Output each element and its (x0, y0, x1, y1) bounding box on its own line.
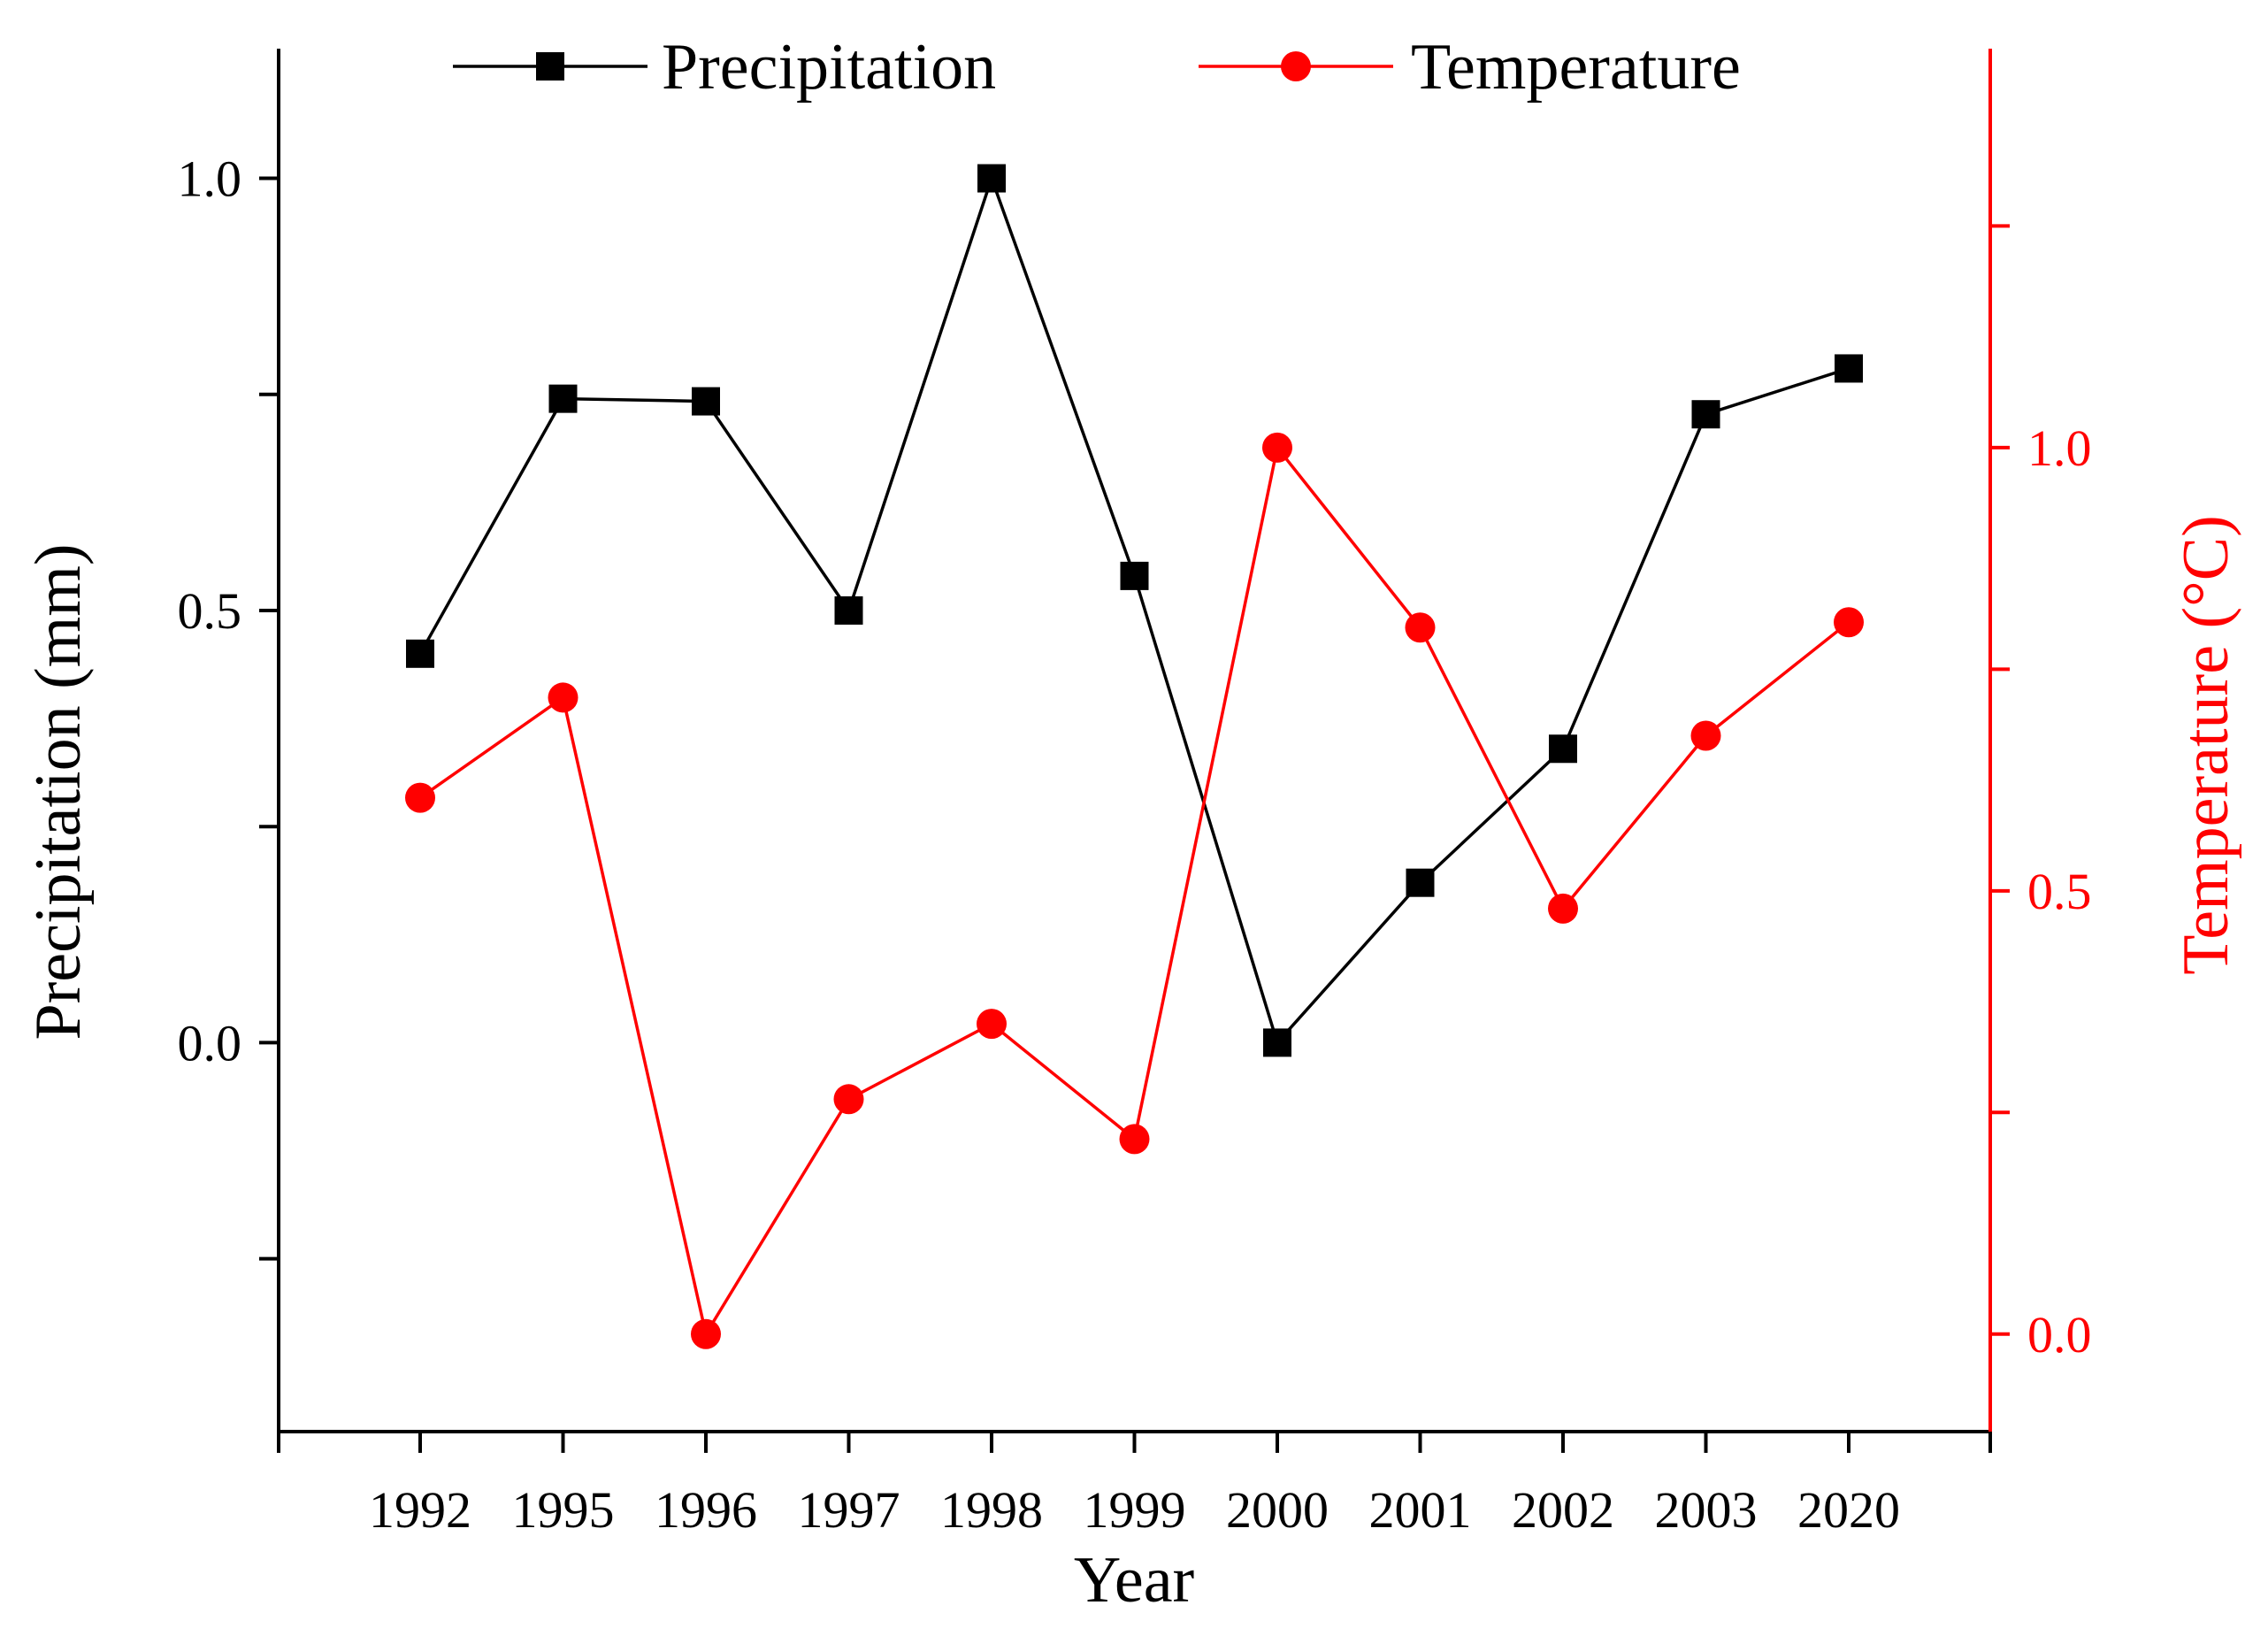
x-axis-tick-label: 1997 (798, 1481, 900, 1539)
legend-temperature-label: Temperature (1411, 31, 1741, 104)
temperature-point (1405, 612, 1436, 643)
legend-temperature-marker (1281, 51, 1311, 81)
x-axis-tick-label: 1995 (512, 1481, 615, 1539)
x-axis-tick-label: 2002 (1512, 1481, 1614, 1539)
right-axis-tick-label: 0.0 (2027, 1306, 2092, 1363)
precipitation-point (1549, 734, 1577, 764)
legend: Precipitation Temperature (453, 31, 1741, 104)
precipitation-point (1120, 561, 1149, 590)
x-axis-tick-label: 1996 (655, 1481, 757, 1539)
precipitation-point (977, 164, 1006, 193)
left-axis-title: Precipitation (mm) (22, 543, 95, 1040)
temperature-point (1690, 720, 1721, 751)
x-axis-tick-label: 2003 (1655, 1481, 1758, 1539)
temperature-point (1548, 893, 1578, 924)
right-axis-tick-label: 1.0 (2027, 419, 2092, 477)
legend-precipitation-marker (536, 52, 564, 81)
left-axis-tick-label: 1.0 (178, 150, 242, 208)
precipitation-point (692, 387, 720, 416)
precipitation-point (834, 595, 863, 625)
left-axis-tick-label: 0.5 (178, 582, 242, 640)
precipitation-line (418, 173, 1850, 1046)
precipitation-point (1406, 868, 1435, 897)
right-axis-title: Temperature (°C) (2170, 515, 2242, 975)
x-axis-title: Year (1074, 1544, 1194, 1617)
x-axis-tick-label: 2020 (1797, 1481, 1900, 1539)
precipitation-point (406, 639, 434, 668)
series-layer (405, 164, 1864, 1349)
right-axis-tick-label: 0.5 (2027, 863, 2092, 920)
temperature-point (1262, 432, 1292, 463)
temperature-point (977, 1009, 1007, 1040)
left-axis-tick-label: 0.0 (178, 1014, 242, 1071)
temperature-point (691, 1318, 721, 1349)
temperature-point (548, 682, 578, 713)
axes-layer: 0.0 0.5 1.0 0.0 0.5 1.0 1992 1995 1996 1997 1998 19… (22, 49, 2242, 1617)
x-axis-tick-label: 2000 (1226, 1481, 1329, 1539)
precipitation-point (1691, 400, 1720, 429)
temperature-point (833, 1084, 864, 1115)
x-axis-tick-label: 2001 (1369, 1481, 1472, 1539)
precipitation-point (548, 384, 578, 413)
temperature-point (1119, 1124, 1150, 1155)
temperature-point (1834, 607, 1864, 638)
temperature-point (405, 782, 435, 813)
precipitation-point (1835, 354, 1863, 383)
precipitation-point (1263, 1028, 1291, 1057)
x-axis-tick-label: 1998 (940, 1481, 1043, 1539)
x-axis-tick-label: 1999 (1084, 1481, 1186, 1539)
x-axis-tick-label: 1992 (369, 1481, 471, 1539)
legend-precipitation-label: Precipitation (662, 31, 996, 104)
